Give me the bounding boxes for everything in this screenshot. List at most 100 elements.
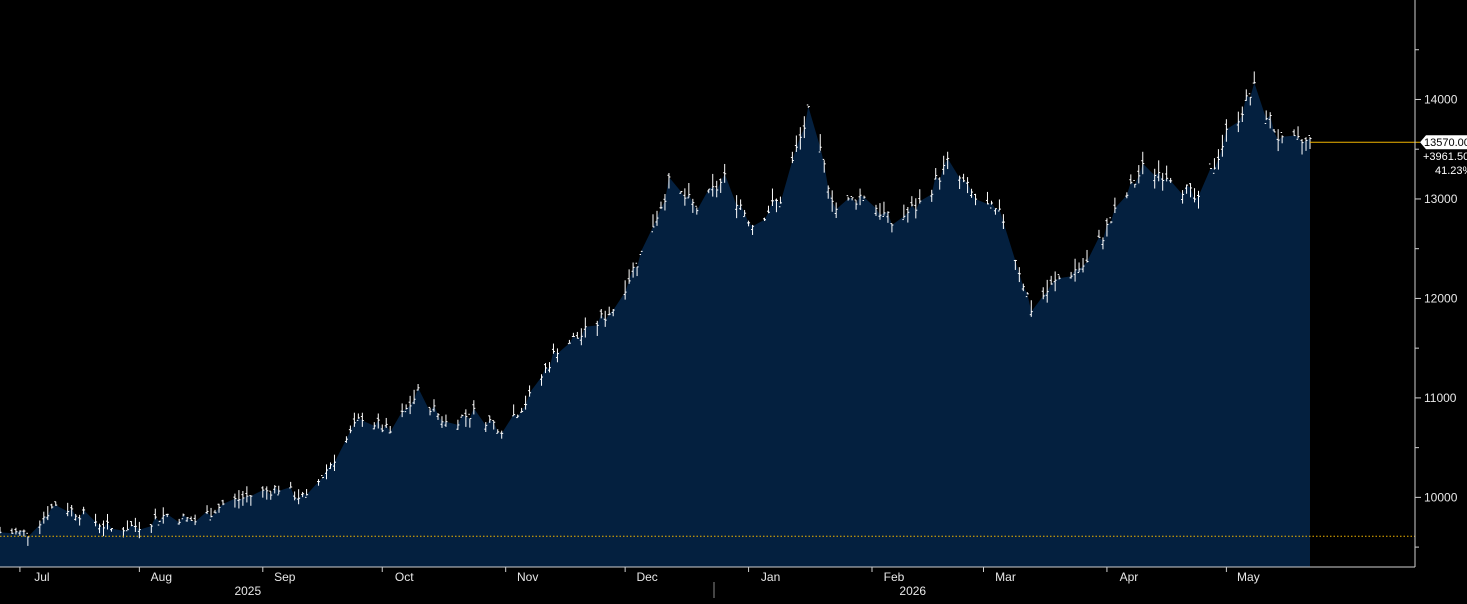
ohlc-bar bbox=[94, 513, 98, 527]
ohlc-bar bbox=[277, 485, 281, 496]
ohlc-bar bbox=[834, 202, 838, 219]
ohlc-bar bbox=[798, 127, 802, 150]
ohlc-bar bbox=[348, 425, 352, 434]
ohlc-bar bbox=[129, 521, 133, 527]
ohlc-bar bbox=[189, 516, 193, 522]
ohlc-bar bbox=[1292, 129, 1296, 137]
ohlc-bar bbox=[822, 158, 826, 173]
ohlc-bar bbox=[1029, 300, 1033, 317]
ohlc-bar bbox=[770, 188, 774, 206]
ohlc-bar bbox=[1081, 258, 1085, 273]
ohlc-bar bbox=[663, 193, 667, 211]
ohlc-bar bbox=[902, 204, 906, 221]
price-area bbox=[0, 82, 1310, 567]
year-label: 2025 bbox=[234, 584, 261, 598]
ohlc-bar bbox=[273, 485, 277, 494]
ohlc-bar bbox=[989, 200, 993, 209]
ohlc-bar bbox=[289, 481, 293, 489]
ohlc-bar bbox=[492, 419, 496, 430]
ohlc-bar bbox=[631, 262, 635, 278]
ohlc-bar bbox=[1153, 168, 1157, 189]
ohlc-bar bbox=[544, 363, 548, 374]
ohlc-bar bbox=[743, 209, 747, 218]
ohlc-bar bbox=[317, 479, 321, 486]
ohlc-bar bbox=[50, 503, 54, 509]
ohlc-bar bbox=[1165, 165, 1169, 182]
ohlc-bar bbox=[432, 399, 436, 412]
ohlc-bar bbox=[301, 491, 305, 498]
ohlc-bar bbox=[774, 198, 778, 213]
ohlc-bar bbox=[1141, 151, 1145, 175]
ohlc-bar bbox=[993, 208, 997, 215]
ohlc-bar bbox=[667, 173, 671, 189]
ohlc-bar bbox=[818, 134, 822, 153]
ohlc-bar bbox=[356, 413, 360, 421]
ohlc-bar bbox=[157, 520, 161, 526]
last-price-label: 13570.00 bbox=[1424, 137, 1467, 149]
ohlc-bar bbox=[1185, 184, 1189, 194]
ohlc-bar bbox=[1085, 249, 1089, 263]
ohlc-bar bbox=[659, 201, 663, 209]
ohlc-bar bbox=[830, 190, 834, 212]
ohlc-bar bbox=[14, 527, 18, 535]
ohlc-bar bbox=[1272, 129, 1276, 133]
ohlc-bar bbox=[496, 429, 500, 434]
ohlc-bar bbox=[1280, 131, 1284, 144]
ohlc-bar bbox=[161, 507, 165, 524]
ohlc-bar bbox=[468, 413, 472, 428]
ohlc-bar bbox=[153, 508, 157, 520]
ohlc-bar bbox=[181, 513, 185, 520]
ohlc-bar bbox=[269, 490, 273, 500]
ohlc-bar bbox=[846, 195, 850, 201]
ohlc-bar bbox=[946, 151, 950, 170]
ohlc-bar bbox=[456, 419, 460, 430]
ohlc-bar bbox=[1125, 192, 1129, 199]
x-tick-label: Sep bbox=[274, 570, 296, 584]
ohlc-bar bbox=[524, 395, 528, 410]
ohlc-bar bbox=[735, 195, 739, 219]
ohlc-bar bbox=[1109, 217, 1113, 224]
ohlc-bar bbox=[766, 205, 770, 214]
ohlc-bar bbox=[332, 454, 336, 472]
x-tick-label: Feb bbox=[884, 570, 905, 584]
ohlc-bar bbox=[0, 526, 2, 534]
ohlc-bar bbox=[265, 486, 269, 500]
y-tick-label: 11000 bbox=[1424, 391, 1457, 405]
price-change-label: +3961.50 bbox=[1423, 151, 1467, 163]
x-tick-label: May bbox=[1237, 570, 1260, 584]
ohlc-bar bbox=[1113, 197, 1117, 214]
x-tick-label: Nov bbox=[517, 570, 538, 584]
ohlc-bar bbox=[1157, 160, 1161, 182]
ohlc-bar bbox=[149, 524, 153, 533]
ohlc-bar bbox=[962, 173, 966, 183]
reference-line-layer bbox=[0, 141, 1420, 537]
year-label: 2026 bbox=[899, 584, 926, 598]
ohlc-bar bbox=[942, 155, 946, 175]
ohlc-bar bbox=[934, 168, 938, 180]
ohlc-bar bbox=[583, 317, 587, 338]
ohlc-bar bbox=[436, 413, 440, 420]
ohlc-bar bbox=[627, 269, 631, 284]
ohlc-bar bbox=[1244, 89, 1248, 101]
ohlc-bar bbox=[611, 308, 615, 317]
ohlc-bar bbox=[177, 518, 181, 525]
ohlc-bar bbox=[321, 475, 325, 479]
ohlc-bar bbox=[400, 403, 404, 418]
ohlc-bar bbox=[464, 409, 468, 427]
ohlc-bar bbox=[460, 414, 464, 418]
ohlc-bar bbox=[1212, 158, 1216, 174]
ohlc-bar bbox=[1181, 190, 1185, 204]
ohlc-bar bbox=[886, 211, 890, 223]
ohlc-bars bbox=[0, 71, 1312, 546]
ohlc-bar bbox=[1101, 237, 1105, 250]
ohlc-bar bbox=[1308, 135, 1312, 149]
ohlc-bar bbox=[1300, 139, 1304, 155]
ohlc-bar bbox=[293, 491, 297, 501]
ohlc-bar bbox=[723, 163, 727, 183]
ohlc-bar bbox=[1133, 179, 1137, 188]
ohlc-bar bbox=[74, 513, 78, 521]
ohlc-bar bbox=[1252, 71, 1256, 84]
ohlc-bar bbox=[854, 199, 858, 210]
ohlc-bar bbox=[388, 425, 392, 434]
